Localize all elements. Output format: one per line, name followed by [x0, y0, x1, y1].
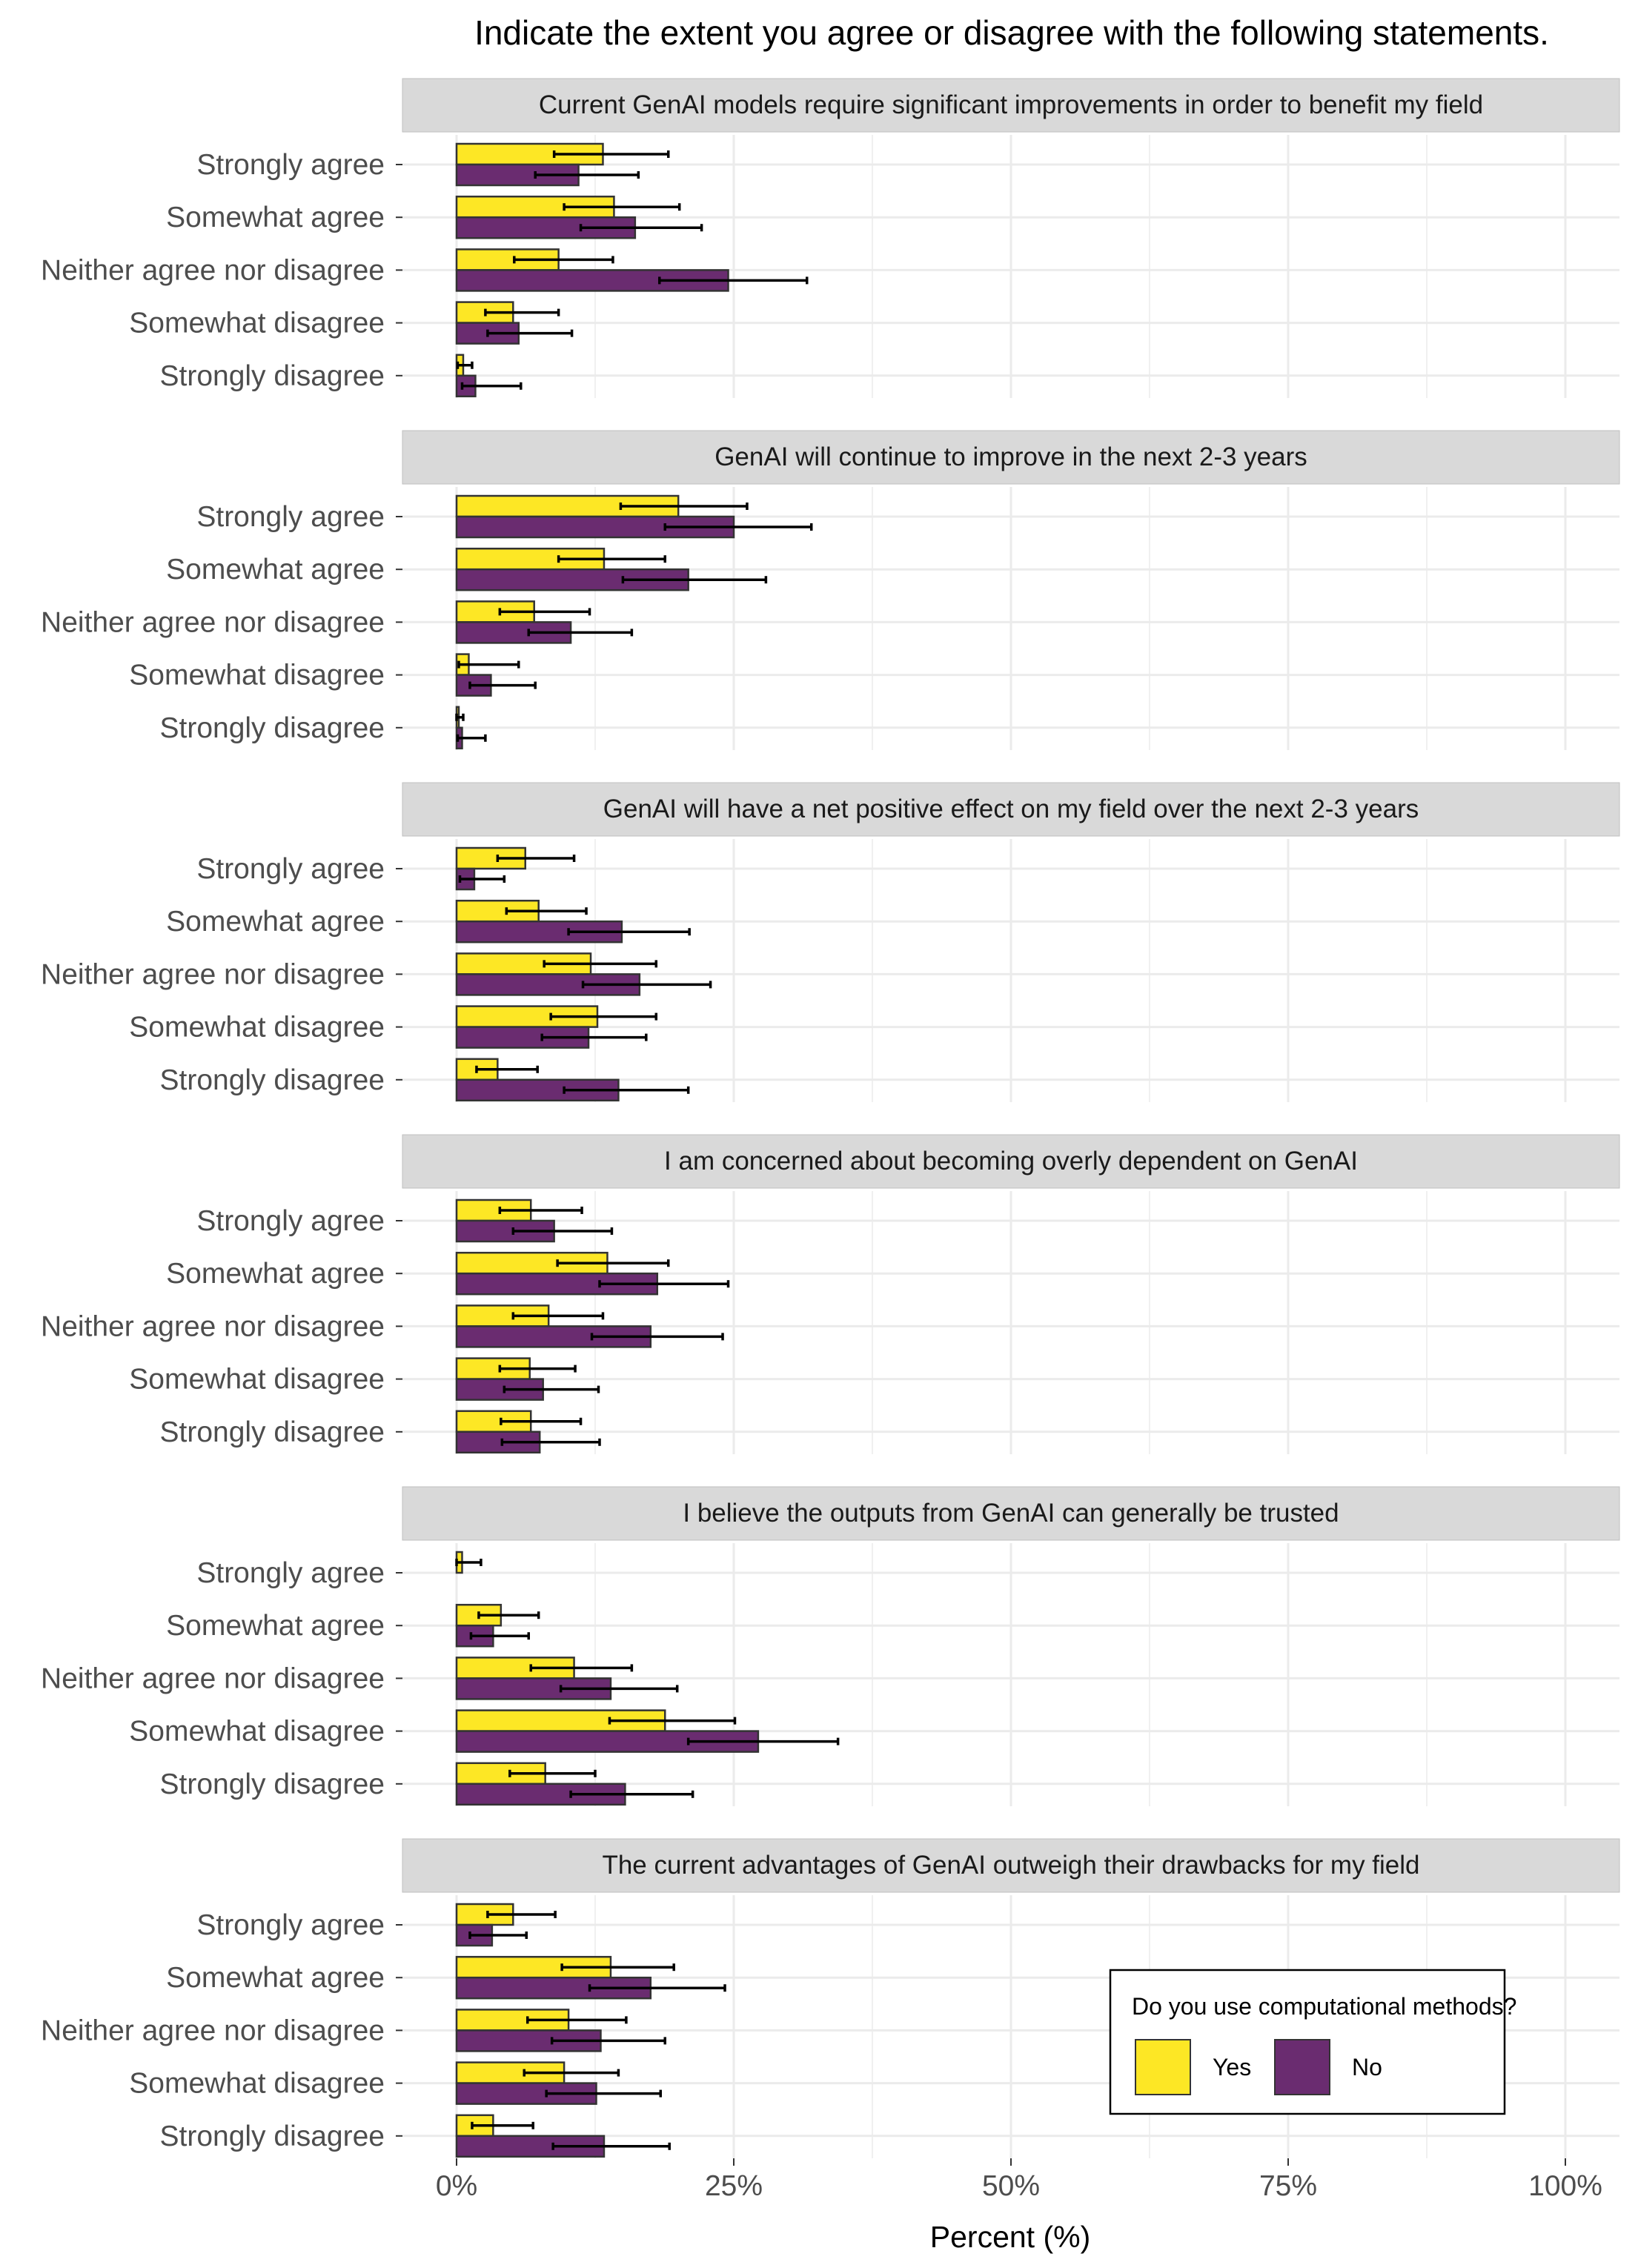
facet-strip-title: GenAI will continue to improve in the ne…	[714, 442, 1307, 471]
y-tick-label: Strongly disagree	[159, 1768, 385, 1800]
x-axis: 0% 25% 50% 75% 100%	[436, 2158, 1602, 2202]
y-tick-label: Neither agree nor disagree	[41, 254, 385, 286]
legend-swatch-yes	[1135, 2039, 1191, 2095]
legend: Do you use computational methods? Yes No	[1109, 1969, 1516, 2115]
facet-strip	[402, 782, 1620, 837]
y-tick-label: Somewhat disagree	[129, 1716, 385, 1748]
x-tick-label: 50%	[982, 2170, 1040, 2202]
facet-strip-title: I believe the outputs from GenAI can gen…	[683, 1499, 1339, 1528]
y-tick-label: Somewhat agree	[166, 1610, 385, 1642]
y-tick-label: Somewhat disagree	[129, 1364, 385, 1396]
y-tick-label: Somewhat disagree	[129, 660, 385, 692]
legend-swatch-no	[1274, 2039, 1330, 2095]
y-tick-label: Neither agree nor disagree	[41, 606, 385, 638]
facet-strip	[402, 1486, 1620, 1541]
x-tick-label: 0%	[436, 2170, 477, 2202]
y-tick-label: Somewhat agree	[166, 202, 385, 233]
x-tick-label: 75%	[1259, 2170, 1317, 2202]
x-tick-label: 25%	[705, 2170, 763, 2202]
y-tick-label: Strongly disagree	[159, 712, 385, 744]
legend-title: Do you use computational methods?	[1132, 1993, 1516, 2020]
y-tick-label: Strongly disagree	[159, 1416, 385, 1448]
y-tick-label: Strongly disagree	[159, 360, 385, 392]
y-tick-label: Neither agree nor disagree	[41, 1310, 385, 1342]
x-axis-label: Percent (%)	[930, 2220, 1090, 2254]
y-tick-label: Somewhat disagree	[129, 1012, 385, 1044]
facet-panel: GenAI will have a net positive effect on…	[41, 782, 1620, 1102]
chart-title: Indicate the extent you agree or disagre…	[474, 13, 1549, 52]
y-tick-label: Strongly agree	[196, 1557, 385, 1589]
facet-strip-title: GenAI will have a net positive effect on…	[603, 795, 1419, 823]
y-tick-label: Somewhat disagree	[129, 2068, 385, 2100]
facet-strip	[402, 1838, 1620, 1893]
facet-strip	[402, 430, 1620, 485]
y-tick-label: Strongly agree	[196, 1909, 385, 1941]
facet-panel: GenAI will continue to improve in the ne…	[41, 430, 1620, 750]
legend-label-no: No	[1352, 2054, 1382, 2080]
facet-panels: Current GenAI models require significant…	[41, 78, 1620, 2158]
facet-strip	[402, 1134, 1620, 1189]
legend-label-yes: Yes	[1213, 2054, 1251, 2080]
y-tick-label: Strongly disagree	[159, 1064, 385, 1096]
y-tick-label: Strongly agree	[196, 501, 385, 533]
facet-strip-title: I am concerned about becoming overly dep…	[664, 1147, 1358, 1176]
facet-strip-title: The current advantages of GenAI outweigh…	[602, 1851, 1419, 1880]
y-tick-label: Neither agree nor disagree	[41, 1662, 385, 1694]
y-tick-label: Somewhat disagree	[129, 308, 385, 339]
y-tick-label: Neither agree nor disagree	[41, 958, 385, 990]
y-tick-label: Neither agree nor disagree	[41, 2015, 385, 2046]
y-tick-label: Strongly agree	[196, 149, 385, 181]
y-tick-label: Strongly disagree	[159, 2121, 385, 2152]
y-tick-label: Somewhat agree	[166, 1962, 385, 1994]
y-tick-label: Somewhat agree	[166, 1258, 385, 1290]
x-tick-label: 100%	[1528, 2170, 1602, 2202]
facet-strip	[402, 78, 1620, 133]
facet-panel: I am concerned about becoming overly dep…	[41, 1134, 1620, 1454]
y-tick-label: Somewhat agree	[166, 906, 385, 938]
facet-panel: I believe the outputs from GenAI can gen…	[41, 1486, 1620, 1806]
y-tick-label: Somewhat agree	[166, 554, 385, 586]
y-tick-label: Strongly agree	[196, 1205, 385, 1237]
facet-strip-title: Current GenAI models require significant…	[539, 90, 1483, 119]
y-tick-label: Strongly agree	[196, 853, 385, 885]
facet-panel: Current GenAI models require significant…	[41, 78, 1620, 398]
